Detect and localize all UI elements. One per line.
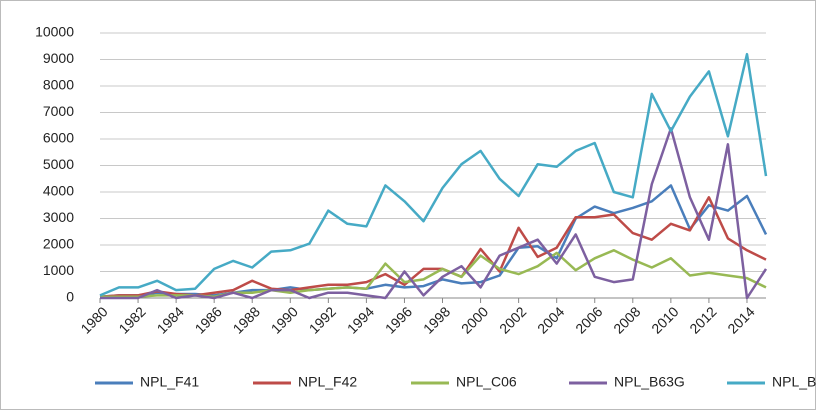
y-tick-label: 0 (66, 289, 74, 305)
y-tick-label: 3000 (43, 209, 74, 225)
legend-label: NPL_B63G (614, 374, 685, 390)
series-line (99, 52, 768, 297)
series-line (99, 196, 767, 298)
y-tick-label: 7000 (43, 103, 74, 119)
y-tick-label: 9000 (43, 50, 74, 66)
y-tick-label: 1000 (43, 262, 74, 278)
legend-label: NPL_B64G (772, 374, 817, 390)
series-line (99, 184, 768, 298)
legend-label: NPL_F42 (298, 374, 357, 390)
y-tick-label: 10000 (35, 24, 74, 40)
y-tick-label: 2000 (43, 236, 74, 252)
y-tick-label: 6000 (43, 130, 74, 146)
y-tick-label: 4000 (43, 183, 74, 199)
legend-label: NPL_C06 (456, 374, 517, 390)
series-line (100, 127, 768, 300)
y-tick-label: 8000 (43, 77, 74, 93)
y-tick-label: 5000 (43, 156, 74, 172)
legend-label: NPL_F41 (140, 374, 199, 390)
